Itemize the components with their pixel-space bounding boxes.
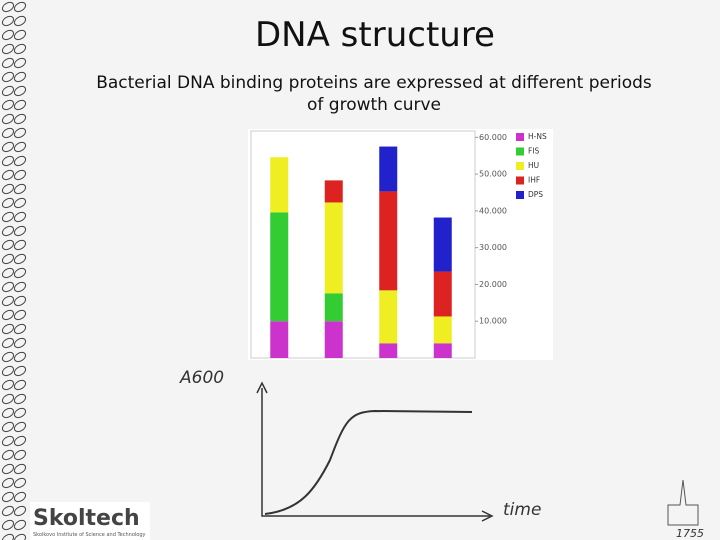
axes	[261, 388, 490, 517]
plot-frame	[250, 130, 476, 359]
subtitle: Bacterial DNA binding proteins are expre…	[96, 73, 652, 93]
legend-swatch	[516, 162, 524, 170]
bar-segment	[379, 343, 398, 358]
bar-segment	[270, 212, 289, 322]
year: 1755	[676, 527, 704, 540]
y-tick-label: 60.000	[479, 133, 507, 142]
bar-segment	[324, 293, 343, 322]
x-axis-label: time	[503, 500, 541, 520]
chart: 10.000 20.000 30.000 40.000 50.000 60.000 H-NS…	[248, 129, 553, 360]
legend-swatch	[516, 147, 524, 156]
building-icon	[667, 479, 699, 526]
slide-title: DNA structure	[255, 15, 495, 55]
legend-label: H-NS	[528, 132, 547, 141]
bar-segment	[379, 146, 398, 192]
legend-label: HU	[528, 161, 539, 170]
legend-swatch	[516, 133, 524, 141]
y-tick-label: 30.000	[479, 243, 507, 252]
bar-segment	[270, 321, 289, 358]
bar-segment	[379, 290, 398, 344]
bar-segment	[379, 191, 398, 291]
bar-segment	[433, 271, 452, 317]
y-tick-label: 50.000	[479, 170, 507, 179]
legend-label: DPS	[528, 190, 543, 199]
y-tick-label: 10.000	[479, 317, 507, 326]
logo: Skoltech	[33, 506, 140, 531]
bar-segment	[324, 180, 343, 203]
logo-box	[30, 502, 150, 540]
legend-swatch	[516, 176, 524, 185]
arrowheads	[256, 381, 494, 522]
curve	[264, 409, 473, 515]
y-axis-label: A600	[179, 368, 224, 388]
legend-label: FIS	[528, 147, 540, 156]
legend-swatch	[516, 191, 524, 199]
bar-segment	[433, 217, 452, 272]
logo-subtitle: Skolkovo Institute of Science and Techno…	[33, 532, 146, 538]
y-tick-label: 40.000	[479, 206, 507, 215]
bar-segment	[433, 343, 452, 358]
bar-segment	[270, 157, 289, 213]
bar-segment	[324, 202, 343, 294]
bar-segment	[433, 316, 452, 344]
chart-background	[248, 129, 553, 360]
y-tick-label: 20.000	[479, 280, 507, 289]
legend-label: IHF	[528, 176, 540, 185]
growth-curve: A600 time	[179, 368, 541, 522]
subtitle: of growth curve	[307, 95, 441, 115]
decorative-border	[0, 0, 28, 540]
bar-segment	[324, 321, 343, 358]
